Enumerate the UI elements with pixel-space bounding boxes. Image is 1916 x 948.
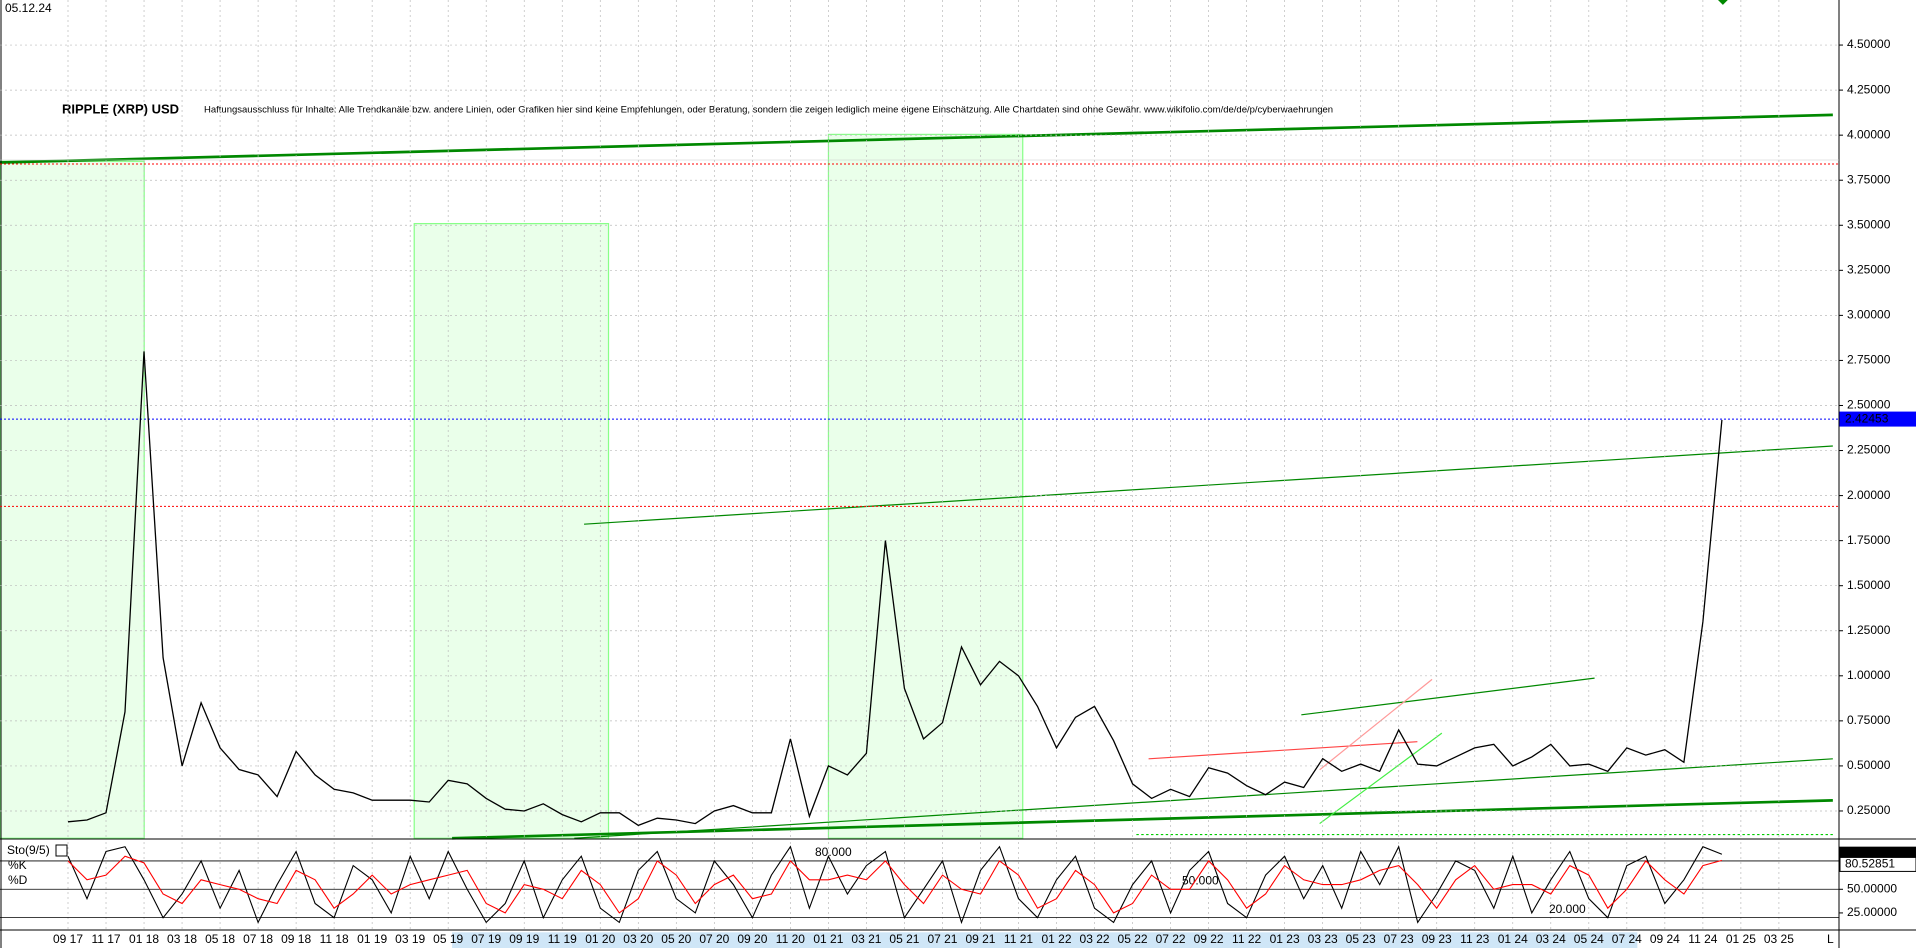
legend-entry: %K	[8, 858, 27, 872]
y-tick-label: 2.00000	[1847, 488, 1891, 502]
x-tick-label: 05 22	[1118, 932, 1148, 946]
x-tick-label: 09 23	[1422, 932, 1452, 946]
x-tick-label: 03 24	[1536, 932, 1566, 946]
trendline	[1148, 741, 1418, 760]
x-tick-label: 11 20	[776, 932, 805, 946]
x-tick-label: 07 22	[1156, 932, 1186, 946]
y-tick-label: 2.25000	[1847, 443, 1891, 457]
x-tick-label: 01 24	[1498, 932, 1528, 946]
chart-title: RIPPLE (XRP) USD	[62, 101, 179, 116]
x-tick-label: 11 18	[320, 932, 349, 946]
x-tick-label: 03 25	[1764, 932, 1794, 946]
y-tick-label: 4.25000	[1847, 82, 1891, 96]
zone	[827, 133, 1024, 839]
x-tick-label: 01 22	[1042, 932, 1072, 946]
x-tick-label: 11 24	[1688, 932, 1717, 946]
corner-label: L	[1827, 932, 1834, 946]
trendline	[0, 113, 1833, 164]
x-tick-label: 03 23	[1308, 932, 1338, 946]
y-tick-label: 1.50000	[1847, 578, 1891, 592]
indicator-button[interactable]	[55, 844, 68, 857]
trendline	[1319, 678, 1433, 771]
x-tick-label: 09 17	[53, 932, 83, 946]
x-tick-label: 03 19	[395, 932, 425, 946]
series-line	[67, 845, 1723, 925]
y-tick-label: 1.00000	[1847, 668, 1891, 682]
x-tick-label: 09 24	[1650, 932, 1680, 946]
trendline	[1319, 732, 1443, 825]
x-tick-label: 01 18	[129, 932, 159, 946]
y-tick-label: 3.75000	[1847, 172, 1891, 186]
y-tick-label: 3.00000	[1847, 308, 1891, 322]
x-tick-label: 05 19	[433, 932, 463, 946]
level-label: 80.000	[815, 845, 852, 859]
x-tick-label: 09 20	[737, 932, 767, 946]
x-tick-label: 03 18	[167, 932, 197, 946]
y-tick-label: 3.25000	[1847, 262, 1891, 276]
y-tick-label: 1.25000	[1847, 623, 1891, 637]
x-tick-label: 09 21	[965, 932, 995, 946]
x-tick-label: 07 20	[699, 932, 729, 946]
trendline	[1301, 677, 1595, 716]
x-tick-label: 07 23	[1384, 932, 1414, 946]
y-tick-label: 0.50000	[1847, 758, 1891, 772]
y-tick-label: 3.50000	[1847, 217, 1891, 231]
series-line	[67, 855, 1723, 914]
y-tick-label: 4.50000	[1847, 37, 1891, 51]
x-tick-label: 05 23	[1346, 932, 1376, 946]
x-tick-label: 05 24	[1574, 932, 1604, 946]
axis-band	[452, 932, 1638, 948]
marker	[1717, 0, 1728, 5]
trendline	[574, 758, 1833, 839]
x-tick-label: 07 19	[471, 932, 501, 946]
disclaimer: Haftungsausschluss für Inhalte: Alle Tre…	[204, 105, 1333, 116]
x-tick-label: 09 22	[1194, 932, 1224, 946]
x-tick-label: 01 25	[1726, 932, 1756, 946]
y-tick-label: 0.25000	[1847, 803, 1891, 817]
x-tick-label: 09 19	[509, 932, 539, 946]
x-tick-label: 05 20	[661, 932, 691, 946]
x-tick-label: 11 17	[91, 932, 120, 946]
x-tick-label: 03 21	[851, 932, 881, 946]
y-tick-label: 0.75000	[1847, 713, 1891, 727]
level-label: 20.000	[1549, 902, 1586, 916]
value-tag	[1839, 411, 1916, 427]
x-tick-label: 01 20	[585, 932, 615, 946]
y-tick-label: 2.50000	[1847, 398, 1891, 412]
x-tick-label: 07 18	[243, 932, 273, 946]
x-tick-label: 01 19	[357, 932, 387, 946]
x-tick-label: 11 23	[1460, 932, 1489, 946]
legend-entry: %D	[8, 873, 28, 887]
x-tick-label: 11 22	[1232, 932, 1261, 946]
x-tick-label: 11 19	[548, 932, 577, 946]
x-tick-label: 07 24	[1612, 932, 1642, 946]
x-tick-label: 05 21	[889, 932, 919, 946]
level-label: 50.000	[1182, 873, 1219, 887]
y-tick-label: 50.00000	[1847, 881, 1897, 895]
value-tag	[1839, 856, 1916, 872]
y-tick-label: 2.75000	[1847, 353, 1891, 367]
y-tick-label: 4.00000	[1847, 127, 1891, 141]
value-tag-label: 87.13829	[1845, 846, 1895, 860]
x-tick-label: 03 22	[1080, 932, 1110, 946]
x-tick-label: 03 20	[623, 932, 653, 946]
x-tick-label: 11 21	[1004, 932, 1033, 946]
indicator-title: Sto(9/5)	[7, 843, 50, 857]
y-tick-label: 1.75000	[1847, 533, 1891, 547]
y-tick-label: 25.00000	[1847, 905, 1897, 919]
series-line	[67, 351, 1723, 827]
value-tag-label: 80.52851	[1845, 857, 1895, 871]
value-tag-label: 2.42453	[1845, 411, 1889, 425]
x-tick-label: 09 18	[281, 932, 311, 946]
x-tick-label: 01 21	[813, 932, 843, 946]
x-tick-label: 05 18	[205, 932, 235, 946]
x-tick-label: 07 21	[927, 932, 957, 946]
zone	[0, 160, 145, 839]
date-label: 05.12.24	[5, 1, 52, 15]
x-tick-label: 01 23	[1270, 932, 1300, 946]
zone	[413, 222, 610, 839]
